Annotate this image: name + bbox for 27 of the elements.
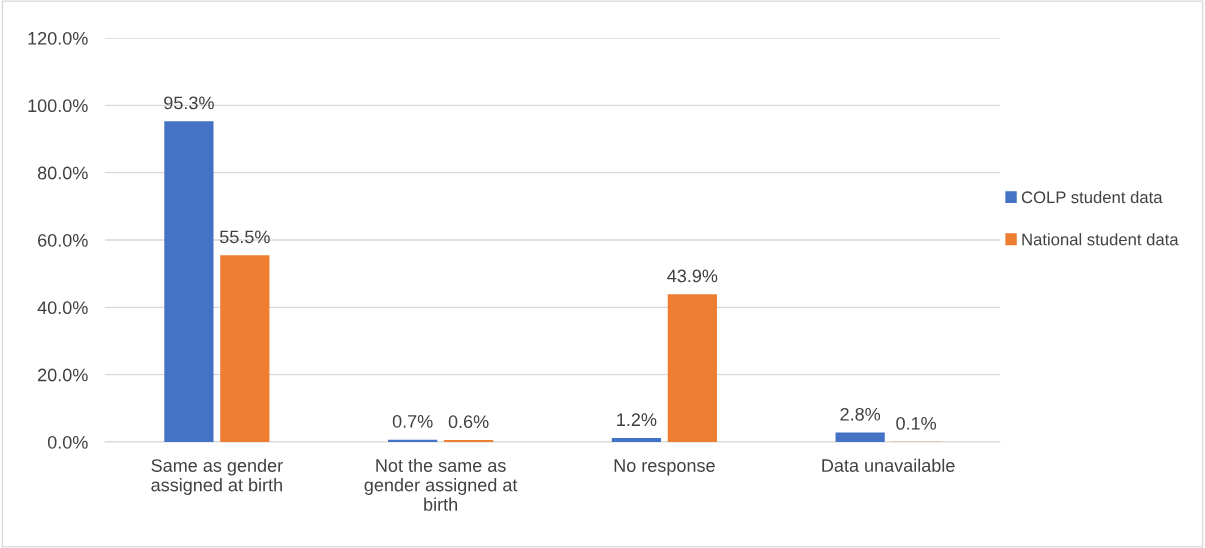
data-label: 0.1% [896,416,937,430]
data-label: 2.8% [840,407,881,421]
data-label: 0.7% [392,414,433,428]
legend-label: COLP student data [1021,190,1163,204]
y-tick-label: 20.0% [38,368,88,382]
bar [835,432,885,442]
bar [443,439,494,442]
y-tick-label: 40.0% [37,301,88,315]
y-tick-label: 120.0% [28,31,88,45]
y-tick-label: 0.0% [47,435,88,449]
y-tick-label: 80.0% [37,166,88,180]
bar [611,437,662,442]
y-tick-label: 60.0% [38,233,88,247]
bar [220,255,270,442]
x-tick-label: Same as gender assigned at birth [151,458,283,495]
x-tick-label: Data unavailable [822,458,955,472]
bar [667,294,717,442]
bar [164,121,214,442]
x-tick-label: Not the same as gender assigned at birth [364,458,518,511]
data-label: 95.3% [164,96,214,110]
data-label: 55.5% [219,230,270,244]
data-label: 0.6% [448,415,489,429]
data-label: 1.2% [617,413,657,426]
y-tick-label: 100.0% [28,99,88,113]
legend-label: National student data [1022,233,1179,246]
data-label: 43.9% [667,269,718,283]
x-tick-label: No response [614,459,715,476]
